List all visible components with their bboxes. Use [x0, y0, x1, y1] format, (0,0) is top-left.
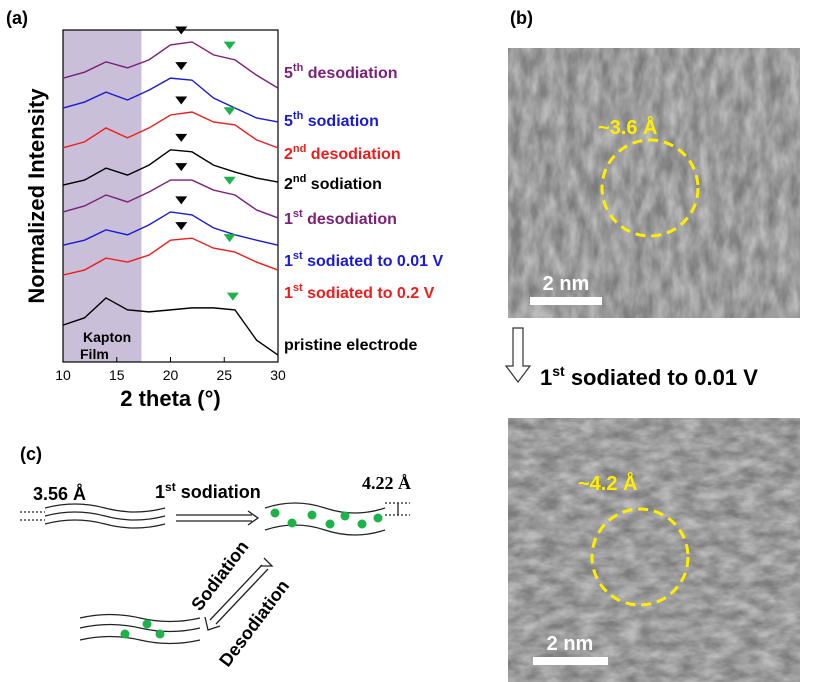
label-num: 1 — [284, 211, 293, 228]
label-text: sodiated to 0.01 V — [303, 253, 444, 270]
label-sup: st — [165, 480, 176, 494]
label-num: 2 — [284, 146, 293, 163]
label-sup: st — [552, 363, 565, 379]
label-sup: nd — [293, 173, 306, 185]
label-text: sodiation — [306, 176, 382, 193]
label-sup: nd — [293, 143, 306, 155]
curve-label: pristine electrode — [284, 337, 417, 354]
peak-marker — [175, 163, 187, 171]
curve-label: 1st sodiated to 0.01 V — [284, 250, 444, 270]
curve-label: 1st desodiation — [284, 208, 397, 228]
layer — [80, 637, 200, 644]
x-tick-label: 20 — [163, 367, 179, 383]
label-text: desodiation — [306, 146, 400, 163]
peak-marker — [224, 234, 236, 242]
label-num: 1 — [284, 253, 293, 270]
panel-label: (b) — [510, 8, 533, 28]
layer — [80, 615, 200, 622]
label-sup: st — [293, 250, 303, 262]
curve-label: 5th sodiation — [284, 110, 379, 130]
label-sup: th — [293, 110, 304, 122]
layer — [265, 503, 385, 513]
peak-marker — [175, 196, 187, 204]
peak-marker — [224, 177, 236, 185]
region-label: Kapton — [83, 329, 131, 345]
figure: (a) (b) (c) KaptonFilm10152025302 theta … — [0, 0, 814, 682]
curve-label: 1st sodiated to 0.2 V — [284, 282, 435, 302]
scale-label: 2 nm — [547, 633, 594, 655]
layer — [45, 512, 165, 520]
scale-bar — [530, 297, 602, 305]
label-text: sodiated to 0.2 V — [303, 285, 435, 302]
x-tick-label: 15 — [109, 367, 125, 383]
label-text: pristine electrode — [284, 337, 417, 354]
y-axis-label: Normalized Intensity — [24, 88, 49, 304]
tem-panel: ~3.6 Å 2 nm 1st sodiated to 0.01 V ~4.2 … — [506, 48, 800, 682]
peak-marker — [224, 42, 236, 50]
scale-bar — [533, 657, 608, 665]
panel-label: (a) — [6, 8, 28, 28]
layer — [45, 504, 165, 512]
down-arrow — [506, 328, 530, 382]
label-sup: st — [293, 282, 303, 294]
label-text: desodiation — [303, 65, 397, 82]
peak-marker — [224, 107, 236, 115]
peak-marker — [175, 134, 187, 142]
label-num: 5 — [284, 65, 293, 82]
label-text: sodiation — [303, 113, 379, 130]
x-tick-label: 30 — [270, 367, 286, 383]
kapton-region — [63, 30, 141, 362]
spacing-label: ~3.6 Å — [598, 115, 657, 139]
process-label: Sodiation — [187, 537, 252, 615]
label-num: 1 — [540, 365, 552, 390]
label-sup: th — [293, 62, 304, 74]
arrow-label: 1st sodiation — [155, 480, 261, 502]
double-arrow — [176, 511, 258, 525]
label-num: 1 — [155, 482, 165, 502]
peak-marker — [227, 293, 239, 301]
label-text: desodiation — [303, 211, 397, 228]
label-text: sodiated to 0.01 V — [565, 365, 758, 390]
spacing-label: 3.56 Å — [33, 484, 86, 504]
peak-marker — [175, 222, 187, 230]
label-num: 1 — [284, 285, 293, 302]
layer — [45, 520, 165, 528]
x-axis-label: 2 theta (°) — [120, 386, 220, 411]
layer — [265, 525, 385, 535]
region-label: Film — [80, 346, 109, 362]
curve-label: 2nd desodiation — [284, 143, 401, 163]
label-num: 5 — [284, 113, 293, 130]
curve-label: 2nd sodiation — [284, 173, 382, 193]
layer — [80, 625, 200, 632]
x-tick-label: 25 — [216, 367, 232, 383]
arrow-label: 1st sodiated to 0.01 V — [540, 363, 758, 390]
spacing-label: 4.22 Å — [362, 473, 411, 493]
scale-label: 2 nm — [543, 273, 590, 295]
label-num: 2 — [284, 176, 293, 193]
peak-marker — [175, 62, 187, 70]
peak-marker — [175, 96, 187, 104]
process-label: Desodiation — [215, 576, 293, 670]
label-text: sodiation — [176, 482, 261, 502]
x-tick-label: 10 — [55, 367, 71, 383]
panel-label: (c) — [20, 444, 42, 464]
spacing-label: ~4.2 Å — [578, 471, 637, 495]
curve-label: 5th desodiation — [284, 62, 398, 82]
label-sup: st — [293, 208, 303, 220]
